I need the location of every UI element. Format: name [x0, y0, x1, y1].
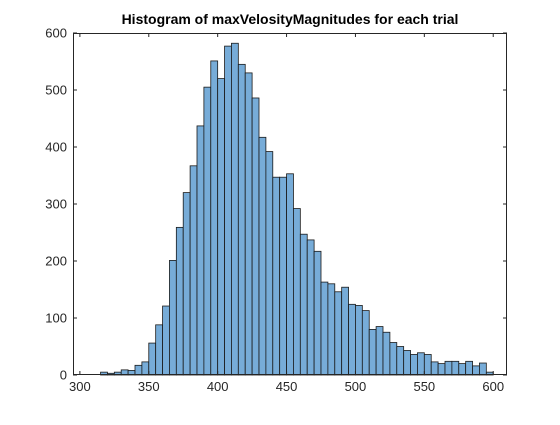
histogram-bar-395: [210, 60, 219, 376]
histogram-bar-540: [410, 354, 418, 376]
histogram-bar-485: [334, 291, 343, 376]
histogram-bar-440: [272, 176, 281, 376]
histogram-bar-585: [472, 365, 480, 376]
histogram-bar-520: [382, 331, 391, 376]
histogram-bar-565: [444, 360, 453, 376]
histogram-bar-425: [251, 97, 260, 376]
histogram-bar-465: [306, 239, 315, 376]
histogram-bar-390: [203, 86, 212, 376]
histogram-bar-420: [244, 72, 253, 376]
x-axis: 300 350 400 450 500 550 600: [69, 33, 504, 394]
histogram-bar-510: [368, 328, 377, 376]
y-tick-label-200: 200: [45, 254, 67, 269]
histogram-bar-470: [313, 250, 322, 376]
x-tick-label-350: 350: [138, 379, 160, 394]
histogram-bar-340: [134, 364, 143, 376]
histogram-bar-430: [258, 136, 267, 376]
histogram-bar-525: [389, 342, 398, 376]
histogram-bar-370: [175, 226, 184, 376]
x-tick-label-300: 300: [69, 379, 91, 394]
x-tick-label-600: 600: [482, 379, 504, 394]
histogram-bar-530: [396, 346, 405, 376]
histogram-bar-570: [451, 360, 460, 376]
histogram-bar-560: [437, 363, 446, 376]
histogram-bar-500: [355, 305, 363, 376]
x-tick-label-400: 400: [207, 379, 229, 394]
y-tick-label-100: 100: [45, 311, 67, 326]
y-tick-label-600: 600: [45, 26, 67, 41]
histogram-bar-575: [458, 363, 467, 376]
histogram-bar-350: [148, 342, 157, 376]
histogram-bar-535: [403, 350, 411, 376]
y-tick-label-400: 400: [45, 140, 67, 155]
histogram-bar-475: [320, 281, 329, 376]
histogram-bar-455: [293, 208, 301, 376]
y-axis: 0 100 200 300 400 500 600: [45, 26, 507, 383]
x-tick-label-550: 550: [413, 379, 435, 394]
histogram-bar-445: [279, 176, 287, 376]
x-tick-label-450: 450: [276, 379, 298, 394]
chart-title: Histogram of maxVelosityMagnitudes for e…: [122, 11, 459, 27]
histogram-bar-460: [299, 233, 308, 376]
histogram-bar-515: [375, 326, 384, 376]
x-tick-label-500: 500: [345, 379, 367, 394]
y-tick-label-0: 0: [60, 368, 67, 383]
y-tick-label-300: 300: [45, 197, 67, 212]
histogram-bar-580: [465, 360, 473, 376]
histogram-bar-355: [155, 324, 163, 376]
histogram-bar-365: [169, 260, 177, 376]
histogram-bar-555: [430, 361, 439, 376]
histogram-bar-405: [224, 45, 232, 376]
histogram-bar-380: [189, 165, 198, 376]
histogram-bar-490: [341, 286, 349, 376]
histogram-bar-550: [423, 354, 432, 376]
histogram-bar-435: [265, 151, 274, 376]
histogram-bar-415: [237, 63, 246, 376]
histogram-bar-450: [286, 173, 294, 376]
histogram-bar-505: [361, 310, 370, 376]
histogram-bar-385: [196, 125, 205, 376]
histogram-bar-345: [141, 361, 150, 376]
histogram-bar-410: [231, 42, 239, 376]
y-tick-label-500: 500: [45, 83, 67, 98]
histogram-bar-375: [182, 192, 191, 376]
histogram-bar-495: [348, 303, 356, 376]
histogram-bar-480: [327, 283, 336, 376]
histogram-bar-360: [162, 305, 170, 376]
histogram-bar-400: [217, 78, 225, 376]
histogram-bar-590: [479, 362, 487, 376]
histogram-bar-545: [417, 352, 425, 376]
